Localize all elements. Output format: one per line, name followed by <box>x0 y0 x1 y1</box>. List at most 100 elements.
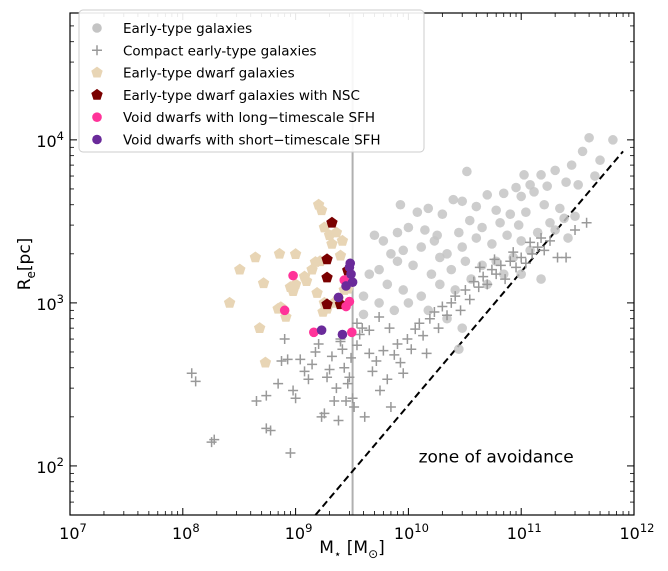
data-point <box>516 191 526 202</box>
data-point <box>333 415 344 426</box>
x-tick-label: 1011 <box>507 521 542 543</box>
data-point <box>536 170 546 180</box>
data-point <box>344 372 355 383</box>
data-point <box>595 155 605 166</box>
series-4 <box>279 270 357 338</box>
data-point <box>529 187 539 197</box>
data-point <box>566 160 577 170</box>
legend-marker <box>91 66 103 78</box>
data-point <box>505 256 516 267</box>
data-point <box>300 275 313 286</box>
data-point <box>339 362 350 373</box>
data-point <box>412 207 423 217</box>
data-point <box>319 408 330 419</box>
data-point <box>374 311 385 322</box>
data-point <box>532 227 543 238</box>
data-point <box>344 296 355 307</box>
data-point <box>474 262 485 273</box>
legend-item-3: Early-type dwarf galaxies with NSC <box>91 88 360 104</box>
data-point <box>295 354 306 365</box>
data-point <box>345 258 356 269</box>
data-point <box>347 277 358 287</box>
y-tick-label: 104 <box>36 129 64 151</box>
zone-of-avoidance-label: zone of avoidance <box>419 447 574 467</box>
legend-marker <box>92 112 102 122</box>
data-point <box>290 393 301 404</box>
data-point <box>482 279 493 290</box>
data-point <box>527 248 538 259</box>
data-point <box>500 274 511 285</box>
data-point <box>329 396 340 407</box>
data-point <box>416 242 427 252</box>
data-point <box>511 182 521 193</box>
data-point <box>331 383 342 394</box>
data-point <box>364 348 375 359</box>
legend-label: Void dwarfs with long−timescale SFH <box>123 110 375 126</box>
data-point <box>416 291 427 301</box>
data-point <box>285 448 296 459</box>
data-point <box>282 354 293 365</box>
data-point <box>414 318 425 329</box>
data-point <box>310 346 321 357</box>
data-point <box>435 252 445 263</box>
y-axis-label: Re[pc] <box>15 238 38 291</box>
data-point <box>457 242 468 252</box>
data-point <box>313 338 324 349</box>
legend-label: Early-type dwarf galaxies with NSC <box>123 88 360 104</box>
data-point <box>392 338 403 349</box>
legend-item-2: Early-type dwarf galaxies <box>91 66 295 82</box>
data-point <box>303 374 314 385</box>
data-point <box>577 146 588 157</box>
data-point <box>486 264 497 275</box>
data-point <box>455 305 466 316</box>
data-point <box>223 296 236 308</box>
data-point <box>418 330 429 341</box>
data-point <box>559 213 569 224</box>
data-point <box>253 322 266 333</box>
data-point <box>402 334 413 345</box>
data-point <box>374 264 384 275</box>
legend-item-5: Void dwarfs with short−timescale SFH <box>92 133 381 149</box>
data-point <box>581 217 592 228</box>
data-point <box>261 423 272 434</box>
data-point <box>382 374 393 385</box>
data-point <box>249 251 262 263</box>
data-point <box>357 323 368 334</box>
legend: Early-type galaxies Compact early-type ga… <box>78 9 425 153</box>
data-point <box>347 393 358 404</box>
data-point <box>491 205 501 216</box>
data-point <box>464 294 475 305</box>
data-point <box>186 368 197 379</box>
data-point <box>234 263 246 275</box>
legend-item-0: Early-type galaxies <box>92 21 252 37</box>
y-tick-label: 102 <box>36 455 64 477</box>
data-point <box>342 378 353 389</box>
data-point <box>423 305 434 316</box>
legend-item-1: Compact early-type galaxies <box>92 43 317 59</box>
data-point <box>337 329 348 340</box>
data-point <box>276 356 287 367</box>
y-tick-label: 103 <box>36 292 64 314</box>
data-point <box>347 327 357 338</box>
data-point <box>374 298 384 308</box>
data-point <box>326 351 337 362</box>
data-point <box>279 305 290 316</box>
data-point <box>495 260 506 271</box>
data-point <box>403 298 414 308</box>
data-point <box>561 177 571 187</box>
data-point <box>570 224 581 235</box>
data-point <box>471 201 482 212</box>
data-point <box>321 271 333 283</box>
data-point <box>265 425 276 436</box>
data-point <box>550 225 560 235</box>
data-point <box>442 249 452 259</box>
data-point <box>516 252 527 263</box>
data-point <box>555 203 565 214</box>
data-point <box>513 220 524 230</box>
data-point <box>341 396 352 407</box>
data-point <box>532 242 543 253</box>
data-point <box>462 166 472 177</box>
data-point <box>318 221 331 233</box>
data-point <box>389 349 400 360</box>
series-0 <box>358 132 618 354</box>
